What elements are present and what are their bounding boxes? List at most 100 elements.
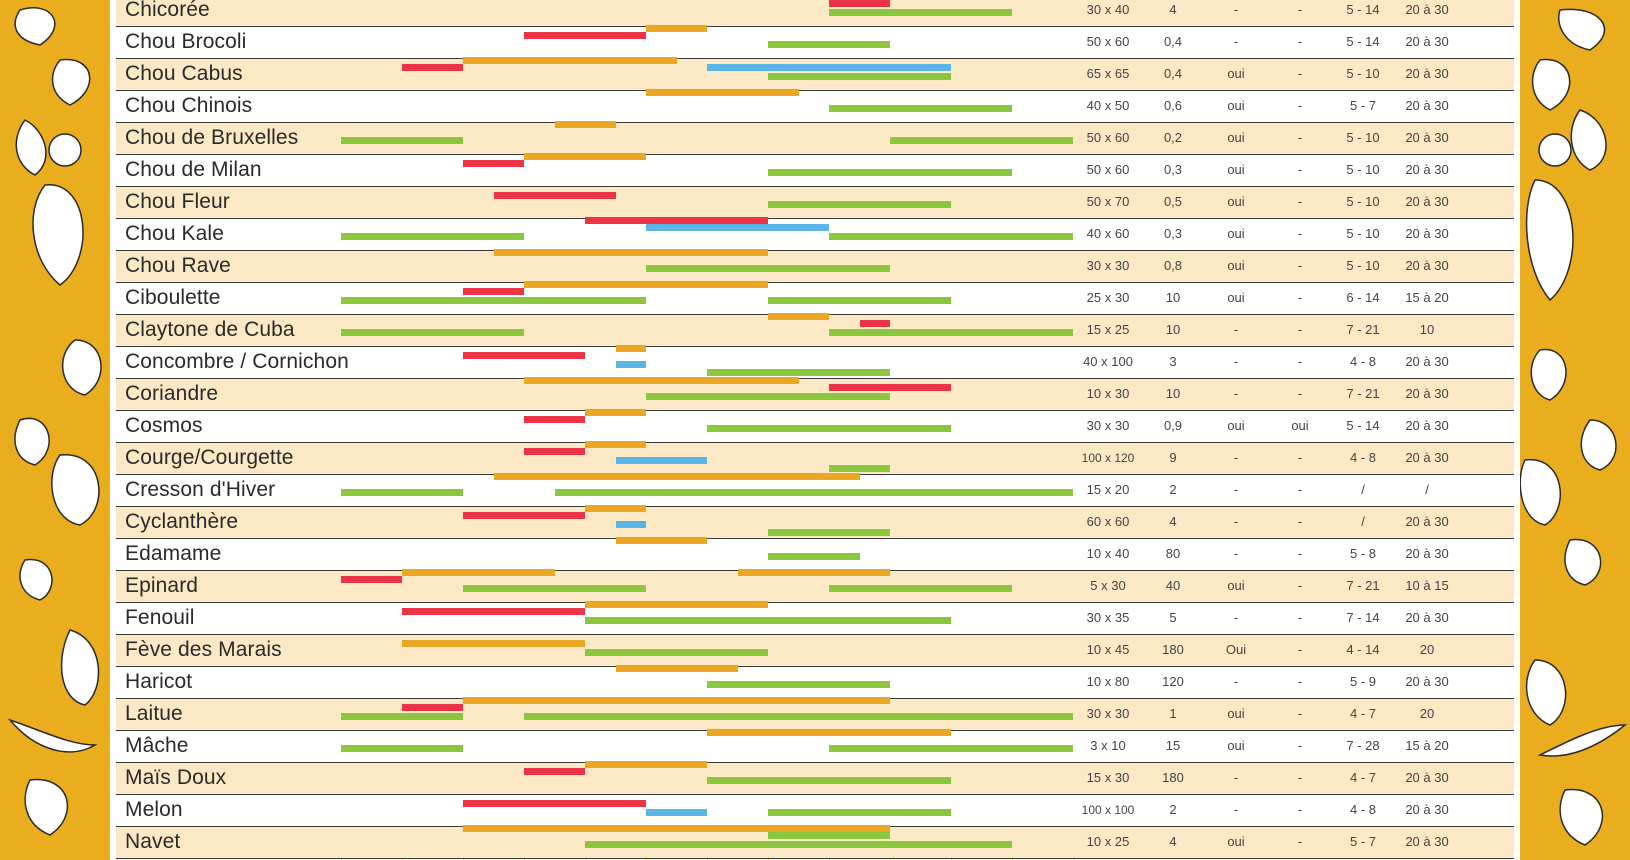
- vegetable-name: Chou Chinois: [125, 94, 253, 117]
- period-bar-green: [646, 393, 890, 400]
- garlic-icon: [1570, 109, 1607, 171]
- period-bar-orange: [402, 640, 585, 647]
- cell-germ-days: 5 - 10: [1346, 194, 1380, 209]
- cell-greenhouse: -: [1233, 546, 1239, 561]
- cell-germ-days: 4 - 7: [1349, 770, 1376, 785]
- cell-germ-days: 5 - 10: [1346, 162, 1380, 177]
- cell-seeds-per-g: 0,2: [1163, 130, 1183, 145]
- garlic-icon: [15, 119, 47, 176]
- period-bar-orange: [524, 281, 768, 288]
- cell-spacing: 10 x 40: [1086, 546, 1130, 561]
- cell-seeds-per-g: 9: [1169, 450, 1177, 465]
- cell-germ-days: 5 - 14: [1346, 2, 1380, 17]
- cell-seeds-per-g: 120: [1162, 674, 1184, 689]
- cell-spacing: 10 x 30: [1086, 386, 1130, 401]
- cell-spacing: 5 x 30: [1090, 578, 1126, 593]
- period-bar-red: [463, 512, 585, 519]
- vegetable-name: Laitue: [125, 702, 183, 725]
- period-bar-green: [707, 777, 951, 784]
- cell-greenhouse: -: [1233, 2, 1239, 17]
- period-bar-green: [768, 201, 951, 208]
- vegetable-name: Fenouil: [125, 606, 195, 629]
- cell-germ-days: /: [1361, 482, 1365, 497]
- cell-germ-temp: 10 à 15: [1405, 578, 1449, 593]
- period-bar-green: [829, 233, 1073, 240]
- period-bar-green: [585, 617, 951, 624]
- period-bar-orange: [615, 665, 738, 672]
- vegetable-name: Mâche: [125, 734, 189, 757]
- table-row: Navet 10 x 25 4 oui - 5 - 7 20 à 30: [116, 825, 1514, 859]
- period-bar-blue: [615, 361, 646, 368]
- cell-container: -: [1297, 546, 1303, 561]
- vegetable-name: Melon: [125, 798, 183, 821]
- pumpkin-icon: [1520, 459, 1562, 526]
- period-bar-red: [402, 608, 585, 615]
- period-bar-orange: [768, 313, 829, 320]
- cell-seeds-per-g: 40: [1165, 578, 1181, 593]
- cell-germ-days: 4 - 8: [1349, 354, 1376, 369]
- vegetable-name: Haricot: [125, 670, 193, 693]
- onion-icon: [1525, 659, 1567, 726]
- table-row: Chou de Milan 50 x 60 0,3 oui - 5 - 10 20 à 30: [116, 153, 1514, 187]
- period-bar-green: [707, 681, 890, 688]
- cell-seeds-per-g: 0,3: [1163, 162, 1183, 177]
- cell-germ-days: 7 - 21: [1346, 322, 1380, 337]
- cell-container: -: [1297, 738, 1303, 753]
- pea-pod-icon: [1537, 724, 1628, 757]
- cell-germ-days: 7 - 14: [1346, 610, 1380, 625]
- cell-spacing: 10 x 80: [1086, 674, 1130, 689]
- cell-container: -: [1297, 322, 1303, 337]
- period-bar-red: [524, 416, 585, 423]
- cell-greenhouse: oui: [1227, 290, 1245, 305]
- cell-spacing: 60 x 60: [1086, 514, 1130, 529]
- cell-spacing: 30 x 30: [1086, 706, 1130, 721]
- table-row: Chou Rave 30 x 30 0,8 oui - 5 - 10 20 à 30: [116, 249, 1514, 283]
- cell-container: -: [1297, 386, 1303, 401]
- cell-container: -: [1297, 610, 1303, 625]
- cell-greenhouse: -: [1233, 482, 1239, 497]
- cell-container: -: [1297, 770, 1303, 785]
- calendar-table: Chicorée 30 x 40 4- -5 - 14 20 à 30 Chou Broc…: [110, 0, 1520, 860]
- cell-greenhouse: -: [1233, 386, 1239, 401]
- cell-seeds-per-g: 0,4: [1163, 34, 1183, 49]
- cell-seeds-per-g: 0,8: [1163, 258, 1183, 273]
- cell-spacing: 50 x 60: [1086, 162, 1130, 177]
- cell-container: -: [1297, 194, 1303, 209]
- cell-greenhouse: -: [1233, 450, 1239, 465]
- period-bar-orange: [554, 121, 616, 128]
- period-bar-red: [463, 160, 524, 167]
- cell-seeds-per-g: 1: [1169, 706, 1177, 721]
- flower-icon: [1538, 133, 1572, 167]
- cell-greenhouse: -: [1233, 354, 1239, 369]
- cell-spacing: 100 x 120: [1081, 451, 1135, 465]
- pumpkin-icon: [51, 454, 100, 526]
- cell-container: -: [1297, 578, 1303, 593]
- table-row: Melon 100 x 100 2 - - 4 - 8 20 à 30: [116, 795, 1514, 827]
- beet-icon: [1530, 349, 1567, 401]
- cell-greenhouse: oui: [1227, 66, 1245, 81]
- vegetable-name: Concombre / Cornichon: [125, 350, 349, 373]
- table-row: Fève des Marais 10 x 45 180 Oui - 4 - 14 20: [116, 635, 1514, 667]
- period-bar-green: [768, 297, 951, 304]
- cell-container: -: [1297, 130, 1303, 145]
- table-row: Claytone de Cuba 15 x 25 10 - - 7 - 21 10: [116, 313, 1514, 347]
- cell-spacing: 30 x 30: [1086, 258, 1130, 273]
- period-bar-green: [524, 713, 1073, 720]
- cell-greenhouse: oui: [1227, 162, 1245, 177]
- period-bar-orange: [493, 249, 768, 256]
- leaf-icon: [1559, 788, 1604, 846]
- cell-container: -: [1297, 98, 1303, 113]
- cell-greenhouse: oui: [1227, 834, 1245, 849]
- vegetable-name: Chou de Bruxelles: [125, 126, 299, 149]
- cell-greenhouse: oui: [1227, 194, 1245, 209]
- cell-container: -: [1297, 450, 1303, 465]
- vegetable-name: Chou Brocoli: [125, 30, 247, 53]
- vegetable-name: Cosmos: [125, 414, 203, 437]
- cell-spacing: 15 x 25: [1086, 322, 1130, 337]
- period-bar-blue: [646, 224, 829, 231]
- turnip-icon: [14, 417, 50, 466]
- period-bar-blue: [707, 64, 951, 71]
- period-bar-green: [707, 425, 951, 432]
- period-bar-red: [463, 800, 646, 807]
